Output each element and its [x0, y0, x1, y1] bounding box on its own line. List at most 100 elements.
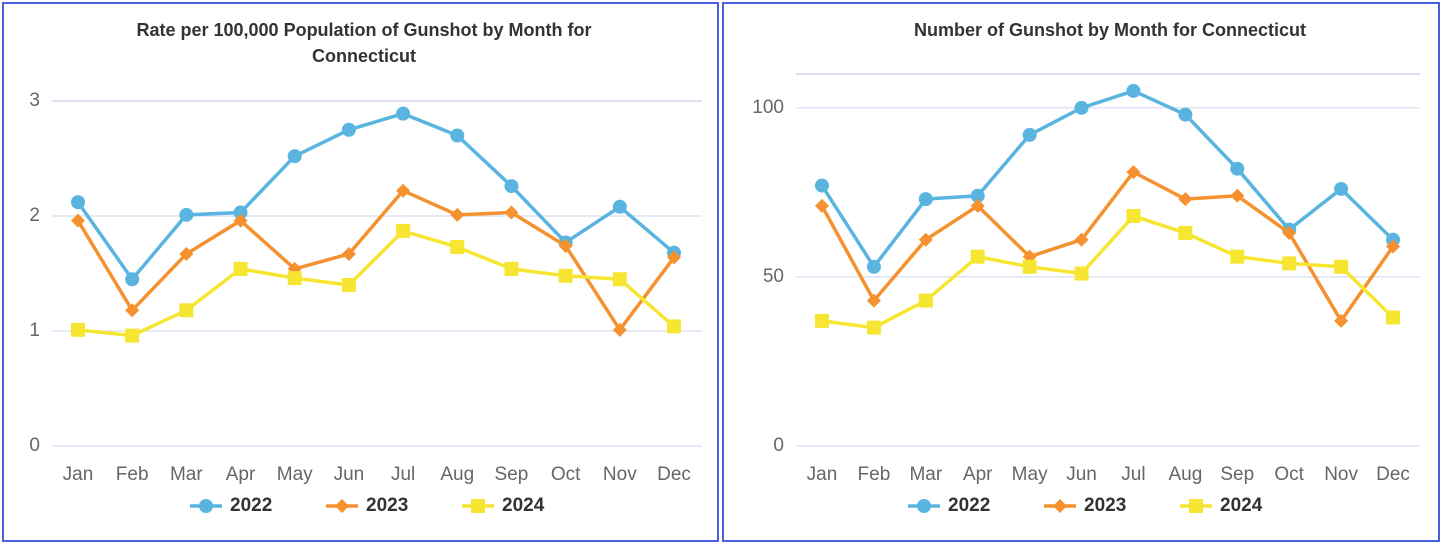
- marker: [125, 303, 140, 318]
- x-tick-label: Jun: [1066, 464, 1097, 485]
- marker: [970, 188, 985, 203]
- x-tick-label: Jul: [391, 464, 415, 485]
- y-tick-label: 0: [773, 435, 784, 456]
- marker: [1126, 83, 1141, 98]
- marker: [866, 293, 881, 308]
- marker: [1074, 266, 1089, 281]
- marker: [471, 499, 485, 513]
- marker: [558, 268, 573, 283]
- legend-label: 2023: [366, 495, 408, 516]
- x-tick-label: Jan: [807, 464, 838, 485]
- x-tick-label: Oct: [1274, 464, 1304, 485]
- marker: [341, 122, 356, 137]
- marker: [815, 313, 829, 328]
- x-tick-label: Feb: [116, 464, 149, 485]
- marker: [815, 178, 829, 193]
- y-tick-label: 1: [29, 320, 40, 341]
- x-tick-label: Jan: [63, 464, 94, 485]
- marker: [450, 240, 465, 255]
- legend-label: 2024: [1220, 495, 1263, 516]
- marker: [667, 319, 681, 334]
- marker: [970, 249, 985, 264]
- marker: [504, 179, 519, 194]
- marker: [233, 261, 248, 276]
- marker: [1178, 107, 1193, 122]
- chart-title: Rate per 100,000 Population of Gunshot b…: [136, 20, 592, 66]
- marker: [917, 499, 931, 513]
- marker: [1126, 209, 1141, 224]
- marker: [1282, 225, 1297, 240]
- marker: [667, 250, 681, 265]
- legend-label: 2023: [1084, 495, 1126, 516]
- x-tick-label: Jun: [334, 464, 365, 485]
- marker: [335, 499, 349, 513]
- marker: [1386, 310, 1400, 325]
- marker: [71, 213, 85, 228]
- x-tick-label: Mar: [170, 464, 203, 485]
- x-tick-label: Sep: [1220, 464, 1254, 485]
- legend-label: 2022: [230, 495, 272, 516]
- x-tick-label: May: [1012, 464, 1048, 485]
- marker: [233, 205, 248, 220]
- series-line: [820, 169, 1395, 325]
- marker: [1126, 165, 1141, 180]
- series-line: [820, 89, 1395, 270]
- marker: [1282, 256, 1297, 271]
- legend-label: 2022: [948, 495, 990, 516]
- marker: [612, 272, 627, 287]
- marker: [1230, 249, 1245, 264]
- legend-label: 2024: [502, 495, 545, 516]
- x-tick-label: Apr: [226, 464, 256, 485]
- marker: [125, 272, 140, 287]
- y-tick-label: 3: [29, 90, 40, 111]
- marker: [71, 195, 85, 210]
- x-tick-label: Sep: [495, 464, 529, 485]
- marker: [287, 149, 302, 164]
- marker: [612, 322, 627, 337]
- marker: [396, 223, 411, 238]
- marker: [918, 192, 933, 207]
- marker: [396, 106, 411, 121]
- x-tick-label: Apr: [963, 464, 993, 485]
- marker: [341, 278, 356, 292]
- marker: [341, 246, 356, 261]
- x-tick-label: Dec: [1376, 464, 1410, 485]
- marker: [233, 213, 248, 228]
- marker: [815, 198, 829, 213]
- marker: [450, 128, 465, 143]
- marker: [1334, 259, 1349, 274]
- marker: [970, 198, 985, 213]
- marker: [1334, 313, 1349, 328]
- marker: [1334, 181, 1349, 196]
- marker: [1178, 225, 1193, 240]
- marker: [1074, 232, 1089, 247]
- marker: [918, 293, 933, 308]
- marker: [71, 322, 85, 337]
- marker: [866, 320, 881, 335]
- series-line: [77, 228, 676, 338]
- x-tick-label: Nov: [603, 464, 637, 485]
- y-tick-label: 50: [763, 266, 784, 287]
- series-line: [821, 214, 1395, 330]
- chart-title: Number of Gunshot by Month for Connectic…: [914, 20, 1306, 40]
- x-tick-label: Nov: [1324, 464, 1358, 485]
- marker: [1230, 188, 1245, 203]
- marker: [558, 238, 573, 253]
- x-tick-label: Aug: [1168, 464, 1202, 485]
- marker: [179, 303, 194, 318]
- y-tick-label: 2: [29, 205, 40, 226]
- marker: [1022, 127, 1037, 142]
- marker: [179, 207, 194, 222]
- x-tick-label: May: [277, 464, 313, 485]
- marker: [612, 199, 627, 214]
- y-tick-label: 0: [29, 435, 40, 456]
- marker: [1178, 192, 1193, 207]
- marker: [866, 259, 881, 274]
- marker: [287, 271, 302, 286]
- marker: [1022, 259, 1037, 274]
- marker: [1230, 161, 1245, 176]
- x-tick-label: Mar: [909, 464, 942, 485]
- series-line: [76, 111, 676, 283]
